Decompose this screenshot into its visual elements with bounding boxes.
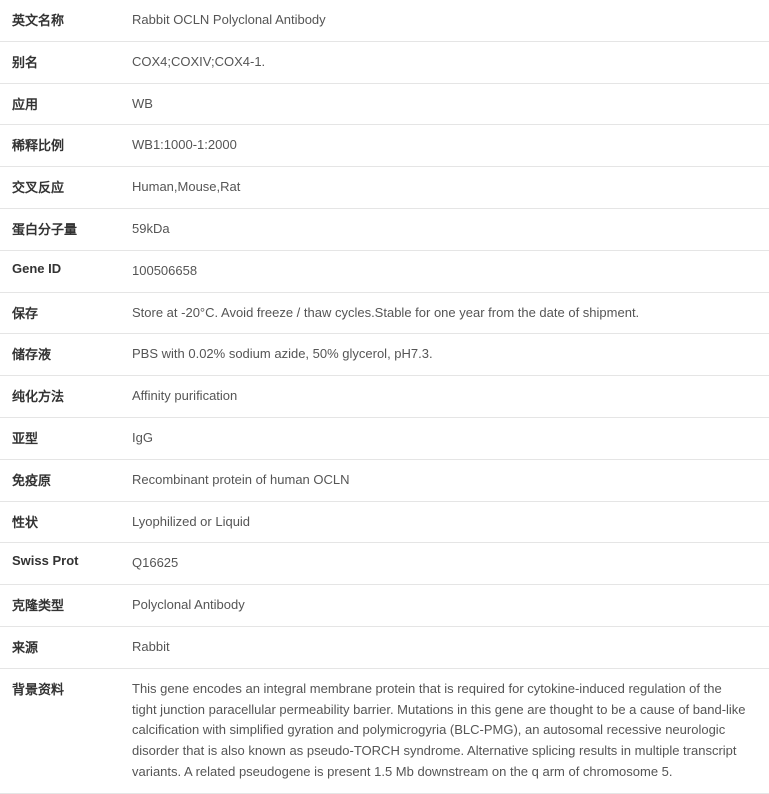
row-value: Recombinant protein of human OCLN — [132, 470, 769, 491]
table-row: 背景资料 This gene encodes an integral membr… — [0, 669, 769, 794]
row-label: 别名 — [12, 52, 132, 73]
table-row: 交叉反应 Human,Mouse,Rat — [0, 167, 769, 209]
row-label: 应用 — [12, 94, 132, 115]
table-row: 英文名称 Rabbit OCLN Polyclonal Antibody — [0, 0, 769, 42]
spec-table: 英文名称 Rabbit OCLN Polyclonal Antibody 别名 … — [0, 0, 769, 794]
row-value: Rabbit OCLN Polyclonal Antibody — [132, 10, 769, 31]
table-row: 亚型 IgG — [0, 418, 769, 460]
table-row: 蛋白分子量 59kDa — [0, 209, 769, 251]
row-value: COX4;COXIV;COX4-1. — [132, 52, 769, 73]
row-label: Swiss Prot — [12, 553, 132, 574]
table-row: Swiss Prot Q16625 — [0, 543, 769, 585]
table-row: 免疫原 Recombinant protein of human OCLN — [0, 460, 769, 502]
row-value: 59kDa — [132, 219, 769, 240]
row-value: WB — [132, 94, 769, 115]
row-label: 蛋白分子量 — [12, 219, 132, 240]
row-value: WB1:1000-1:2000 — [132, 135, 769, 156]
row-value: Rabbit — [132, 637, 769, 658]
table-row: 来源 Rabbit — [0, 627, 769, 669]
row-label: Gene ID — [12, 261, 132, 282]
row-label: 英文名称 — [12, 10, 132, 31]
table-row: Gene ID 100506658 — [0, 251, 769, 293]
row-value: Q16625 — [132, 553, 769, 574]
table-row: 稀释比例 WB1:1000-1:2000 — [0, 125, 769, 167]
table-row: 纯化方法 Affinity purification — [0, 376, 769, 418]
table-row: 别名 COX4;COXIV;COX4-1. — [0, 42, 769, 84]
row-value: Store at -20°C. Avoid freeze / thaw cycl… — [132, 303, 769, 324]
row-label: 来源 — [12, 637, 132, 658]
row-value: Polyclonal Antibody — [132, 595, 769, 616]
row-label: 纯化方法 — [12, 386, 132, 407]
row-value: IgG — [132, 428, 769, 449]
row-label: 交叉反应 — [12, 177, 132, 198]
table-row: 克隆类型 Polyclonal Antibody — [0, 585, 769, 627]
row-label: 背景资料 — [12, 679, 132, 783]
row-label: 保存 — [12, 303, 132, 324]
row-value: PBS with 0.02% sodium azide, 50% glycero… — [132, 344, 769, 365]
table-row: 应用 WB — [0, 84, 769, 126]
row-label: 稀释比例 — [12, 135, 132, 156]
table-row: 储存液 PBS with 0.02% sodium azide, 50% gly… — [0, 334, 769, 376]
row-label: 性状 — [12, 512, 132, 533]
row-label: 储存液 — [12, 344, 132, 365]
row-label: 克隆类型 — [12, 595, 132, 616]
row-value: Lyophilized or Liquid — [132, 512, 769, 533]
row-label: 免疫原 — [12, 470, 132, 491]
row-value: Human,Mouse,Rat — [132, 177, 769, 198]
table-row: 保存 Store at -20°C. Avoid freeze / thaw c… — [0, 293, 769, 335]
row-value: 100506658 — [132, 261, 769, 282]
table-row: 性状 Lyophilized or Liquid — [0, 502, 769, 544]
row-value: Affinity purification — [132, 386, 769, 407]
row-label: 亚型 — [12, 428, 132, 449]
row-value: This gene encodes an integral membrane p… — [132, 679, 769, 783]
